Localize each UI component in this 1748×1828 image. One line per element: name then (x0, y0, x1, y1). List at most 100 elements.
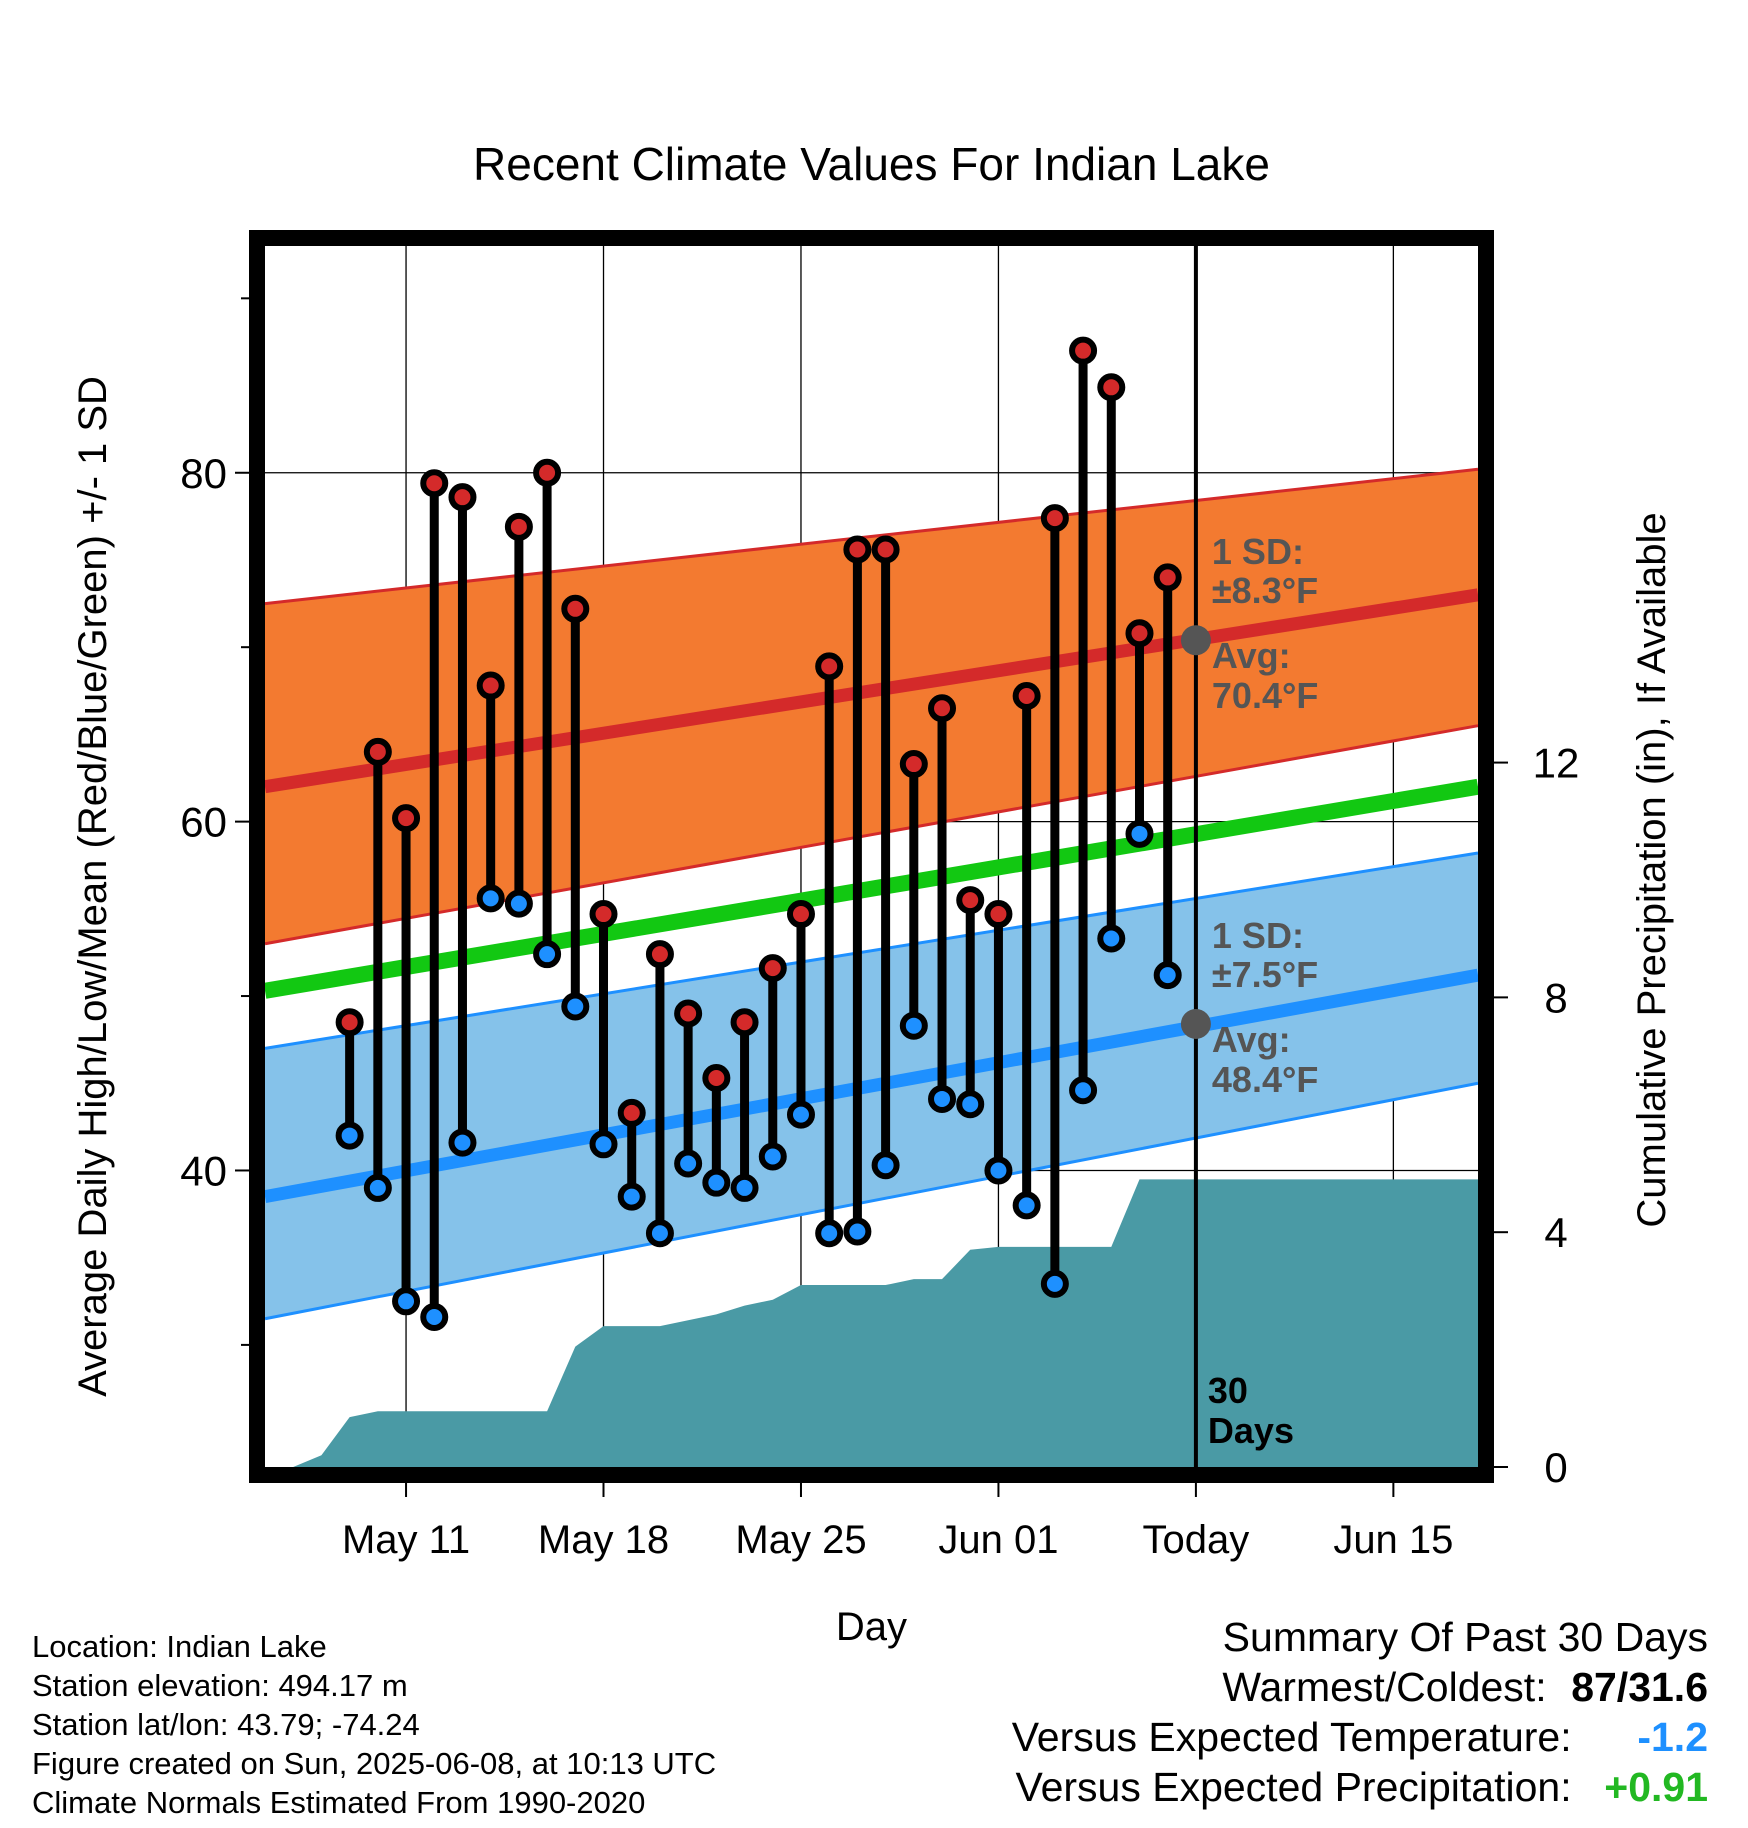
low-sd-band-upper-edge (264, 851, 1479, 1050)
daily-low-point (730, 1173, 759, 1202)
daily-high-point (589, 900, 618, 929)
daily-low-point (1012, 1191, 1041, 1220)
warmest-label: Warmest/Coldest: (1222, 1664, 1547, 1710)
created-text: Figure created on Sun, 2025-06-08, at 10… (32, 1746, 717, 1781)
daily-high-point (1097, 373, 1126, 402)
temp-label: Versus Expected Temperature: (1011, 1714, 1572, 1760)
precip-row: Versus Expected Precipitation: +0.91 (708, 1762, 1709, 1812)
daily-high-point (1153, 563, 1182, 592)
x-tick-label: May 18 (538, 1518, 669, 1562)
high-sd-value: ±8.3°F (1212, 570, 1318, 611)
high-avg-value: 70.4°F (1212, 675, 1318, 716)
low-avg-value: 48.4°F (1212, 1059, 1318, 1100)
high-average-line (263, 588, 1480, 794)
precip-tick-label: 12 (1533, 740, 1580, 787)
warmest-value: 87/31.6 (1571, 1664, 1708, 1710)
high-sd-label: 1 SD: (1212, 531, 1304, 572)
daily-high-point (533, 458, 562, 487)
today-high-avg-marker (1180, 625, 1211, 656)
precip-value: +0.91 (1604, 1764, 1708, 1810)
daily-high-point (1125, 619, 1154, 648)
daily-high-point (476, 671, 505, 700)
high-sd-band-lower-edge (264, 724, 1479, 946)
daily-high-point (617, 1098, 646, 1127)
today-low-avg-marker (1180, 1008, 1211, 1039)
daily-high-point (335, 1008, 364, 1037)
daily-high-point (871, 535, 900, 564)
daily-high-point (758, 954, 787, 983)
daily-high-point (843, 535, 872, 564)
period-label-number: 30 (1208, 1370, 1248, 1411)
summary-heading: Summary Of Past 30 Days (1222, 1614, 1708, 1660)
latlon-text: Station lat/lon: 43.79; -74.24 (32, 1707, 420, 1742)
daily-low-point (702, 1168, 731, 1197)
daily-high-point (448, 483, 477, 512)
daily-low-point (984, 1156, 1013, 1185)
daily-low-point (815, 1219, 844, 1248)
daily-low-point (899, 1011, 928, 1040)
axes: 40 60 80 0 4 8 12 May 11 May 18 May 25 Jun 01 Today… (71, 138, 1674, 1649)
daily-high-point (504, 512, 533, 541)
low-sd-band-lower-edge (264, 1081, 1479, 1321)
warmest-row: Warmest/Coldest: 87/31.6 (708, 1662, 1708, 1712)
low-sd-label: 1 SD: (1212, 915, 1304, 956)
summary-panel: Summary Of Past 30 Days Warmest/Coldest:… (708, 1612, 1708, 1812)
daily-high-point (392, 804, 421, 833)
daily-low-point (420, 1302, 449, 1331)
high-avg-label: Avg: (1212, 635, 1291, 676)
daily-low-point (956, 1090, 985, 1119)
chart-title: Recent Climate Values For Indian Lake (473, 138, 1270, 190)
daily-low-point (1125, 819, 1154, 848)
low-average-line (263, 968, 1480, 1204)
x-tick-label: May 11 (342, 1518, 470, 1562)
location-text: Location: Indian Lake (32, 1629, 327, 1664)
station-info: Location: Indian Lake Station elevation:… (32, 1627, 832, 1822)
daily-high-point (928, 694, 957, 723)
daily-low-point (533, 940, 562, 969)
daily-high-point (956, 886, 985, 915)
daily-high-point (561, 594, 590, 623)
daily-low-point (561, 992, 590, 1021)
daily-high-point (702, 1064, 731, 1093)
temp-tick-label: 80 (180, 450, 227, 497)
mean-average-line (263, 778, 1480, 999)
precip-label: Versus Expected Precipitation: (1015, 1764, 1572, 1810)
daily-low-point (617, 1182, 646, 1211)
daily-high-point (1040, 504, 1069, 533)
daily-low-point (1097, 924, 1126, 953)
precip-tick-label: 0 (1544, 1444, 1567, 1491)
daily-low-point (786, 1100, 815, 1129)
daily-low-point (392, 1287, 421, 1316)
daily-low-point (758, 1142, 787, 1171)
low-sd-value: ±7.5°F (1212, 954, 1318, 995)
temp-row: Versus Expected Temperature: -1.2 (708, 1712, 1708, 1762)
daily-low-point (1040, 1269, 1069, 1298)
daily-high-point (674, 999, 703, 1028)
daily-low-point (674, 1149, 703, 1178)
precip-tick-label: 8 (1544, 974, 1567, 1021)
x-tick-label: May 25 (735, 1518, 866, 1562)
low-avg-label: Avg: (1212, 1019, 1291, 1060)
daily-high-point (730, 1008, 759, 1037)
daily-low-point (871, 1151, 900, 1180)
temp-tick-label: 60 (180, 799, 227, 846)
daily-markers (335, 336, 1182, 1331)
precipitation-area (265, 1179, 1478, 1467)
x-tick-label: Jun 15 (1333, 1518, 1453, 1562)
precip-area-fill (265, 1179, 1478, 1467)
daily-high-point (899, 750, 928, 779)
plot-frame (249, 230, 1494, 1483)
elevation-text: Station elevation: 494.17 m (32, 1668, 408, 1703)
daily-low-point (1153, 961, 1182, 990)
normals-text: Climate Normals Estimated From 1990-2020 (32, 1785, 646, 1820)
high-sd-band-upper-edge (264, 467, 1479, 606)
period-label-unit: Days (1208, 1410, 1294, 1451)
daily-high-point (420, 469, 449, 498)
daily-low-point (335, 1121, 364, 1150)
daily-low-point (476, 884, 505, 913)
daily-high-point (1012, 682, 1041, 711)
x-tick-label: Jun 01 (938, 1518, 1058, 1562)
x-tick-label: Today (1143, 1518, 1250, 1562)
